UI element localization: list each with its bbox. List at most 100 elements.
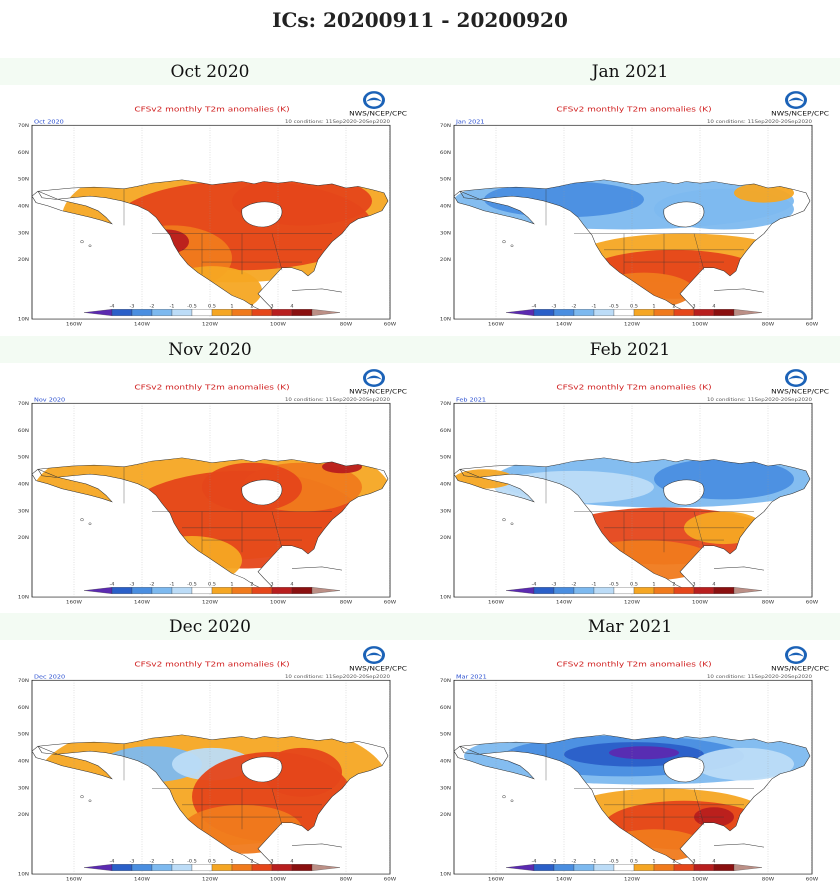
colorbar-label: -4 (532, 859, 537, 864)
map-svg: CFSv2 monthly T2m anomalies (K) NWS/NCEP/… (2, 365, 416, 606)
ic-label: 10 conditions: 11Sep2020-20Sep2020 (707, 119, 812, 124)
lat-label: 20N (440, 258, 451, 263)
lat-label: 10N (440, 595, 451, 600)
colorbar-segment (653, 309, 675, 316)
lon-label: 80W (340, 600, 352, 605)
colorbar-segment (613, 864, 635, 871)
lat-label: 40N (18, 204, 29, 209)
colorbar-label: 2 (672, 304, 675, 309)
colorbar-segment (673, 864, 695, 871)
colorbar-label: 1 (652, 304, 655, 309)
colorbar: -4 -3 -2 -1 -0.5 0.5 1 2 3 4 (83, 582, 341, 594)
colorbar-segment (311, 864, 341, 871)
lat-label: 60N (440, 150, 451, 155)
colorbar-label: -4 (110, 859, 115, 864)
panel-header: CFSv2 monthly T2m anomalies (K) (556, 104, 711, 113)
lat-label: 60N (18, 428, 29, 433)
panel-header: CFSv2 monthly T2m anomalies (K) (556, 659, 711, 668)
month-label-mar-2021: Mar 2021 (587, 617, 673, 637)
lon-label: 120W (202, 877, 218, 882)
map-panel-feb-2021: CFSv2 monthly T2m anomalies (K) NWS/NCEP/… (424, 365, 838, 606)
lat-label: 50N (18, 455, 29, 460)
month-label-oct-2020: Oct 2020 (170, 62, 250, 82)
colorbar-segment (533, 864, 555, 871)
colorbar-segment (633, 309, 655, 316)
anomaly-region (609, 746, 679, 760)
colorbar-label: 4 (290, 859, 293, 864)
colorbar-label: -0.5 (187, 582, 197, 587)
lon-label: 160W (488, 877, 504, 882)
panel-header: CFSv2 monthly T2m anomalies (K) (134, 104, 289, 113)
lon-label: 120W (624, 322, 640, 327)
agency-label: NWS/NCEP/CPC (771, 388, 829, 395)
lat-label: 20N (18, 258, 29, 263)
colorbar-segment (111, 587, 133, 594)
colorbar-label: 3 (270, 859, 273, 864)
lon-label: 160W (488, 322, 504, 327)
colorbar-label: -3 (130, 859, 135, 864)
map-svg: CFSv2 monthly T2m anomalies (K) NWS/NCEP/… (2, 87, 416, 328)
lat-label: 30N (440, 231, 451, 236)
month-label-jan-2021: Jan 2021 (591, 62, 669, 82)
colorbar-label: 2 (250, 304, 253, 309)
lon-label: 80W (762, 600, 774, 605)
colorbar-segment (251, 309, 273, 316)
colorbar-label: -4 (110, 304, 115, 309)
lat-label: 50N (440, 455, 451, 460)
colorbar-label: 4 (712, 859, 715, 864)
panel-month-code: Feb 2021 (456, 398, 486, 403)
colorbar-segment (271, 587, 293, 594)
lat-label: 20N (18, 536, 29, 541)
lat-label: 30N (18, 786, 29, 791)
lat-label: 50N (440, 732, 451, 737)
colorbar-label: -1 (592, 582, 597, 587)
colorbar-segment (191, 864, 213, 871)
label-band (0, 58, 840, 85)
lon-label: 160W (488, 600, 504, 605)
colorbar-label: -1 (170, 582, 175, 587)
colorbar-label: 0.5 (208, 582, 216, 587)
lat-label: 70N (18, 401, 29, 406)
colorbar: -4 -3 -2 -1 -0.5 0.5 1 2 3 4 (505, 304, 763, 316)
lon-label: 120W (624, 600, 640, 605)
colorbar-label: 4 (712, 582, 715, 587)
lat-label: 20N (440, 813, 451, 818)
colorbar-segment (713, 309, 735, 316)
colorbar-segment (553, 864, 575, 871)
colorbar-segment (211, 587, 233, 594)
colorbar-segment (673, 309, 695, 316)
colorbar-segment (613, 309, 635, 316)
colorbar-label: 1 (652, 582, 655, 587)
colorbar-segment (131, 587, 153, 594)
colorbar-segment (713, 864, 735, 871)
lon-label: 80W (762, 877, 774, 882)
colorbar-label: 1 (652, 859, 655, 864)
lat-label: 40N (440, 482, 451, 487)
colorbar-segment (171, 587, 193, 594)
colorbar-segment (553, 587, 575, 594)
panel-month-code: Jan 2021 (455, 120, 485, 125)
lat-label: 60N (440, 705, 451, 710)
lon-label: 100W (270, 322, 286, 327)
lat-label: 30N (18, 509, 29, 514)
lon-label: 120W (202, 322, 218, 327)
lat-label: 70N (440, 401, 451, 406)
colorbar-label: -3 (130, 304, 135, 309)
lat-label: 20N (18, 813, 29, 818)
agency-label: NWS/NCEP/CPC (771, 665, 829, 672)
colorbar-segment (573, 309, 595, 316)
map-svg: CFSv2 monthly T2m anomalies (K) NWS/NCEP/… (424, 642, 838, 883)
colorbar-segment (271, 864, 293, 871)
anomaly-region (694, 747, 794, 781)
lon-label: 140W (134, 877, 150, 882)
colorbar-label: 0.5 (630, 304, 638, 309)
lon-label: 80W (340, 322, 352, 327)
ic-label: 10 conditions: 11Sep2020-20Sep2020 (285, 674, 390, 679)
lat-label: 10N (440, 317, 451, 322)
colorbar-label: 2 (250, 582, 253, 587)
colorbar: -4 -3 -2 -1 -0.5 0.5 1 2 3 4 (505, 582, 763, 594)
anomaly-region (734, 183, 794, 203)
label-band (0, 613, 840, 640)
agency-label: NWS/NCEP/CPC (771, 110, 829, 117)
colorbar-label: 2 (672, 582, 675, 587)
